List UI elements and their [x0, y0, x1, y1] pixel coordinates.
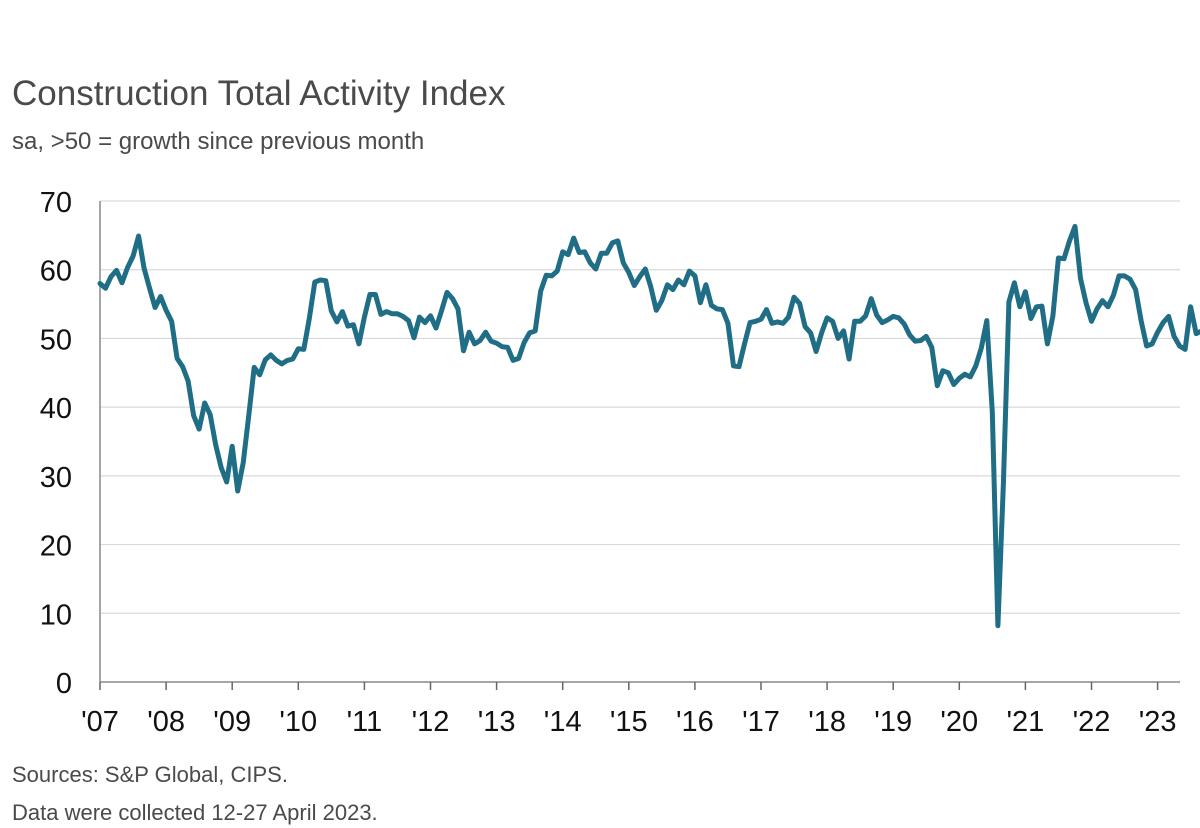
series-line-0	[97, 223, 1200, 629]
x-tick-label-10: '10	[279, 706, 317, 738]
x-tick-label-12: '12	[412, 706, 450, 738]
y-tick-label-50: 50	[40, 324, 72, 356]
x-tick-label-19: '19	[874, 706, 912, 738]
y-tick-label-70: 70	[40, 187, 72, 219]
x-tick-label-23: '23	[1139, 706, 1177, 738]
sources-note: Sources: S&P Global, CIPS.	[12, 762, 288, 787]
collection-note: Data were collected 12-27 April 2023.	[12, 800, 378, 825]
y-tick-label-30: 30	[40, 462, 72, 494]
x-tick-label-22: '22	[1073, 706, 1111, 738]
chart-subtitle: sa, >50 = growth since previous month	[12, 128, 425, 155]
x-tick-label-17: '17	[742, 706, 780, 738]
chart-title: Construction Total Activity Index	[12, 74, 506, 113]
x-tick-label-16: '16	[676, 706, 714, 738]
x-tick-label-11: '11	[347, 706, 383, 738]
y-tick-label-40: 40	[40, 393, 72, 425]
y-tick-label-20: 20	[40, 531, 72, 563]
x-tick-label-18: '18	[808, 706, 846, 738]
y-tick-label-60: 60	[40, 256, 72, 288]
x-tick-label-15: '15	[610, 706, 648, 738]
x-tick-label-09: '09	[213, 706, 251, 738]
x-tick-label-07: '07	[81, 706, 119, 738]
x-tick-label-08: '08	[147, 706, 185, 738]
x-tick-label-13: '13	[478, 706, 516, 738]
x-tick-label-20: '20	[940, 706, 978, 738]
y-tick-label-10: 10	[40, 599, 72, 631]
y-tick-label-0: 0	[56, 668, 72, 700]
x-tick-label-21: '21	[1007, 706, 1045, 738]
x-tick-label-14: '14	[544, 706, 582, 738]
